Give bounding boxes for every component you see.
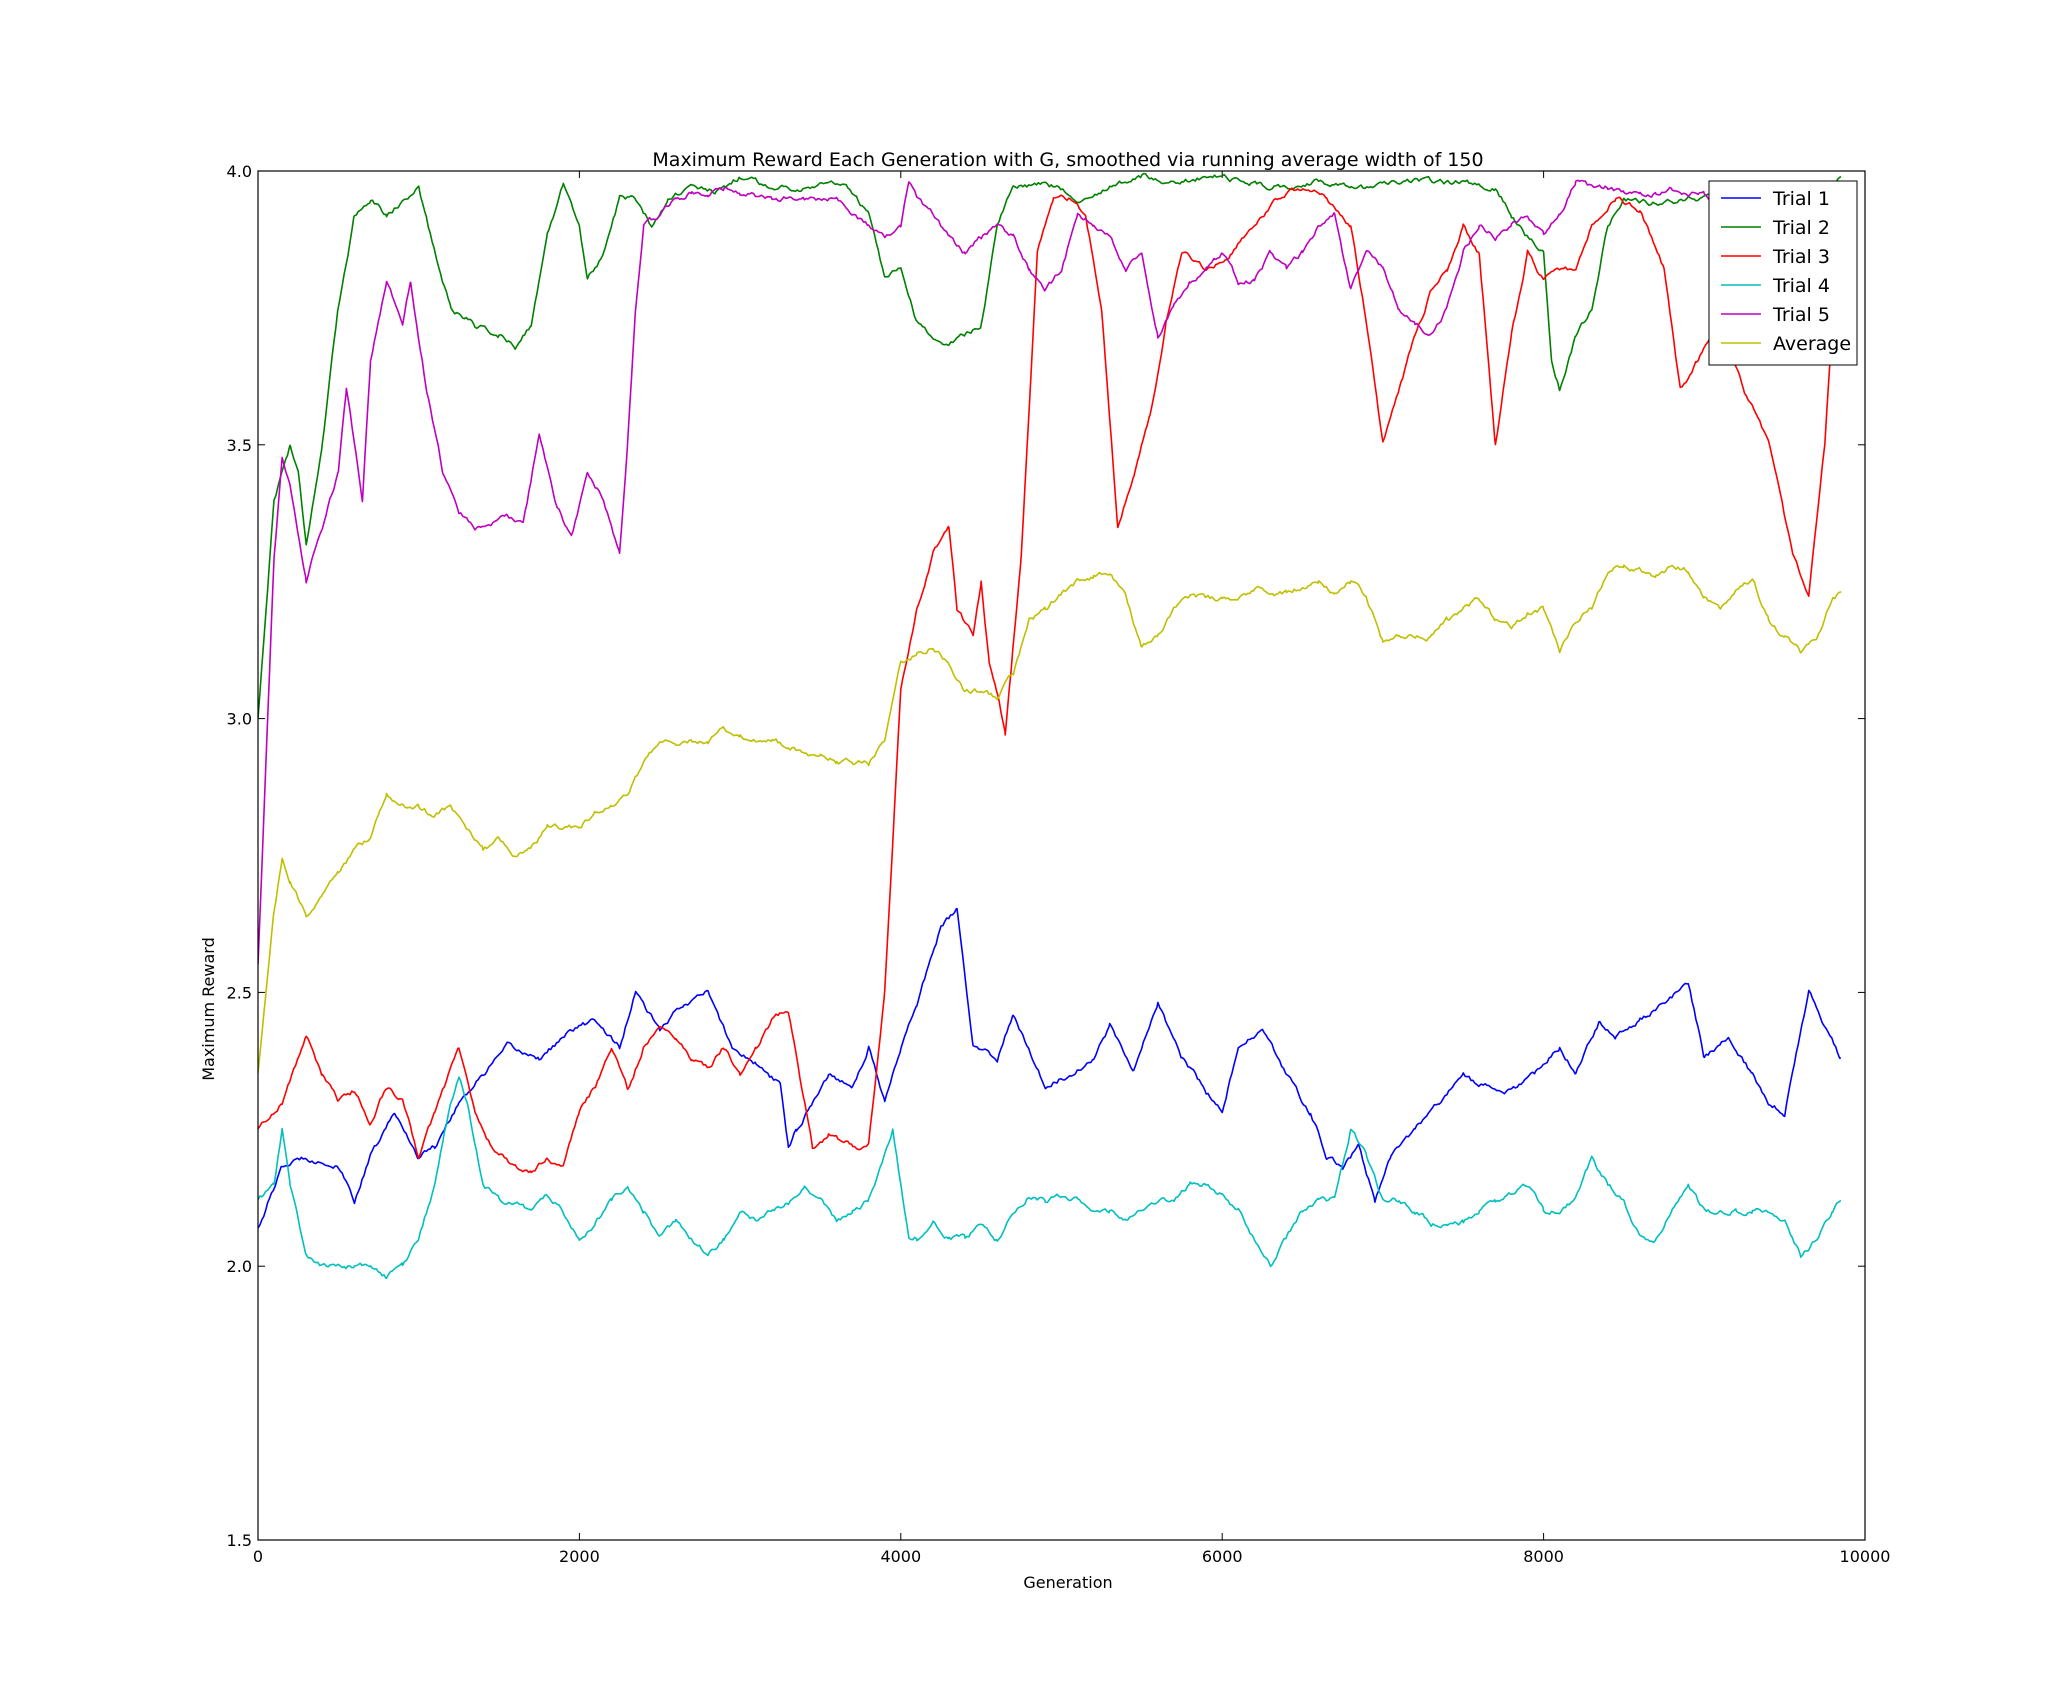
y-tick-label: 4.0 [227, 162, 252, 181]
x-tick-label: 4000 [880, 1547, 921, 1566]
legend-label: Trial 4 [1772, 275, 1830, 297]
y-tick-label: 3.0 [227, 710, 252, 729]
y-tick-label: 3.5 [227, 436, 252, 455]
x-tick-label: 8000 [1523, 1547, 1564, 1566]
legend-label: Trial 5 [1772, 304, 1830, 326]
x-axis-label: Generation [1023, 1573, 1112, 1592]
x-tick-label: 0 [253, 1547, 263, 1566]
legend: Trial 1 Trial 2 Trial 3 Trial 4 Trial 5 Avera… [1708, 180, 1858, 366]
series-lines [258, 172, 1842, 1279]
chart-title: Maximum Reward Each Generation with G, s… [652, 149, 1483, 171]
y-tick-label: 2.0 [227, 1257, 252, 1276]
legend-label: Average [1773, 333, 1851, 355]
x-tick-label: 2000 [559, 1547, 600, 1566]
y-tick-label: 1.5 [227, 1531, 252, 1550]
series-line-average [258, 564, 1842, 1074]
plot-area [258, 172, 1842, 1279]
legend-label: Trial 2 [1772, 217, 1830, 239]
y-axis-label: Maximum Reward [199, 937, 218, 1081]
series-line-trial-2 [258, 172, 1842, 719]
legend-label: Trial 1 [1772, 188, 1830, 210]
legend-label: Trial 3 [1772, 246, 1830, 268]
x-tick-label: 10000 [1840, 1547, 1891, 1566]
y-tick-label: 2.5 [227, 983, 252, 1002]
series-line-trial-5 [258, 179, 1842, 965]
series-line-trial-4 [258, 1076, 1842, 1279]
series-line-trial-3 [258, 187, 1842, 1174]
x-tick-label: 6000 [1202, 1547, 1243, 1566]
x-axis-ticks: 0 2000 4000 6000 8000 10000 [253, 171, 1891, 1566]
plot-frame [257, 170, 1866, 1541]
y-axis-ticks: 1.5 2.0 2.5 3.0 3.5 4.0 [227, 162, 1865, 1550]
legend-box [1708, 180, 1858, 366]
series-line-trial-1 [258, 907, 1841, 1229]
